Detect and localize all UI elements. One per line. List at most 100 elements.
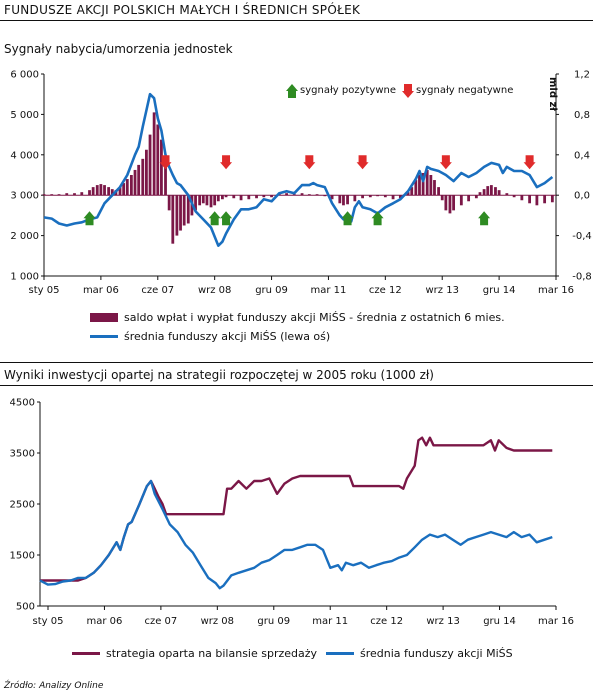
right-axis-unit: mld zł [547, 77, 558, 111]
flow-bar [133, 169, 137, 196]
flow-bar [205, 195, 209, 206]
flow-bar [213, 195, 217, 206]
flow-bar [80, 192, 84, 196]
x-tick-label: gru 14 [483, 616, 516, 627]
flow-bar [156, 124, 160, 196]
flow-bar [125, 179, 129, 196]
flow-bar [221, 195, 224, 200]
flow-bar [118, 187, 122, 196]
flow-bar [171, 195, 175, 244]
flow-bar [255, 195, 258, 199]
left-tick-label: 1 000 [10, 272, 39, 283]
x-tick-label: sty 05 [33, 616, 64, 627]
flow-bar [307, 194, 311, 196]
chart1-title: Sygnały nabycia/umorzenia jednostek [4, 42, 233, 56]
flow-bar [99, 184, 103, 196]
positive-signal-label: sygnały pozytywne [300, 85, 396, 96]
legend-strategy-label: strategia oparta na bilansie sprzedaży [106, 647, 318, 660]
flow-bar [167, 195, 171, 211]
flow-bar [315, 194, 319, 196]
flow-bar [391, 195, 395, 200]
x-tick-label: mar 16 [538, 285, 574, 296]
left-tick-label: 5 000 [10, 110, 39, 121]
flow-bar [444, 195, 448, 211]
avg-fund-line-2 [39, 479, 553, 590]
flow-bar [497, 190, 501, 196]
left-tick-label: 3 000 [10, 191, 39, 202]
y-tick-label: 500 [16, 602, 35, 613]
flow-bar [535, 195, 539, 206]
flow-bar [528, 195, 532, 204]
legend-line-label: średnia funduszy akcji MiŚS (lewa oś) [124, 330, 331, 343]
x-tick-label: wrz 13 [425, 285, 458, 296]
flow-bar [247, 195, 251, 200]
flow-bar [103, 185, 106, 196]
legend-positive-arrow [286, 84, 298, 98]
x-tick-label: gru 09 [255, 285, 288, 296]
flow-bar [270, 195, 273, 198]
flow-bar [198, 195, 202, 206]
x-tick-label: wrz 08 [201, 616, 234, 627]
flow-bar [201, 195, 205, 204]
x-tick-label: mar 11 [310, 285, 346, 296]
x-tick-label: cze 12 [370, 616, 403, 627]
positive-signal-arrow [83, 211, 96, 226]
negative-signal-arrow [439, 155, 452, 170]
flow-bar [137, 164, 141, 196]
flow-bar [179, 195, 182, 231]
chart2-title-rule [0, 385, 593, 386]
x-tick-label: wrz 08 [198, 285, 231, 296]
flow-bar [474, 195, 478, 199]
negative-signal-arrow [523, 155, 536, 170]
flow-bar [505, 193, 509, 196]
flow-bar [95, 185, 99, 196]
flow-bar [478, 192, 482, 196]
legend-negative-arrow [402, 84, 414, 98]
right-tick-label: 0,4 [574, 150, 590, 161]
flow-bar [489, 185, 493, 196]
flow-bar [194, 195, 197, 211]
flow-bar [467, 195, 471, 202]
flow-bar [398, 195, 402, 199]
x-tick-label: wrz 13 [426, 616, 459, 627]
chart1-legend-line: średnia funduszy akcji MiŚS (lewa oś) [90, 330, 330, 343]
x-tick-label: cze 12 [369, 285, 402, 296]
right-tick-label: 1,2 [574, 70, 590, 81]
flow-bar [543, 195, 547, 204]
flow-bar [383, 195, 387, 198]
negative-signal-arrow [159, 155, 172, 170]
flow-bar [209, 195, 213, 208]
y-tick-label: 1500 [10, 551, 35, 562]
flow-bar [338, 195, 342, 204]
flow-bar [285, 193, 288, 196]
legend-avg-label: średnia funduszy akcji MiŚS [360, 647, 513, 660]
flow-bar [175, 195, 179, 236]
positive-signal-arrow [371, 211, 384, 226]
chart2-title: Wyniki inwestycji opartej na strategii r… [4, 368, 434, 382]
avg-fund-line [43, 92, 554, 247]
positive-signal-arrow [208, 211, 221, 226]
flow-bar [239, 195, 243, 201]
avg-swatch [326, 652, 354, 655]
left-tick-label: 6 000 [10, 70, 39, 81]
negative-signal-arrow [303, 155, 316, 170]
flow-bar [425, 169, 429, 196]
right-tick-label: -0,4 [572, 231, 592, 242]
flow-bar [410, 187, 414, 196]
flow-bar [224, 195, 228, 198]
flow-bar [110, 189, 114, 196]
positive-signal-arrow [478, 211, 491, 226]
right-tick-label: 0,0 [574, 191, 590, 202]
x-tick-label: gru 09 [257, 616, 290, 627]
flow-bar [292, 194, 296, 196]
x-tick-label: gru 14 [483, 285, 516, 296]
positive-signal-arrow [341, 211, 354, 226]
flow-bar [122, 183, 126, 196]
x-tick-label: mar 06 [83, 285, 119, 296]
flow-bar [414, 180, 418, 196]
negative-signal-label: sygnały negatywne [416, 85, 513, 96]
flow-bar [129, 175, 133, 196]
chart2-legend-avg: średnia funduszy akcji MiŚS [326, 647, 513, 660]
positive-signal-arrow [220, 211, 233, 226]
flow-bar [486, 186, 490, 196]
